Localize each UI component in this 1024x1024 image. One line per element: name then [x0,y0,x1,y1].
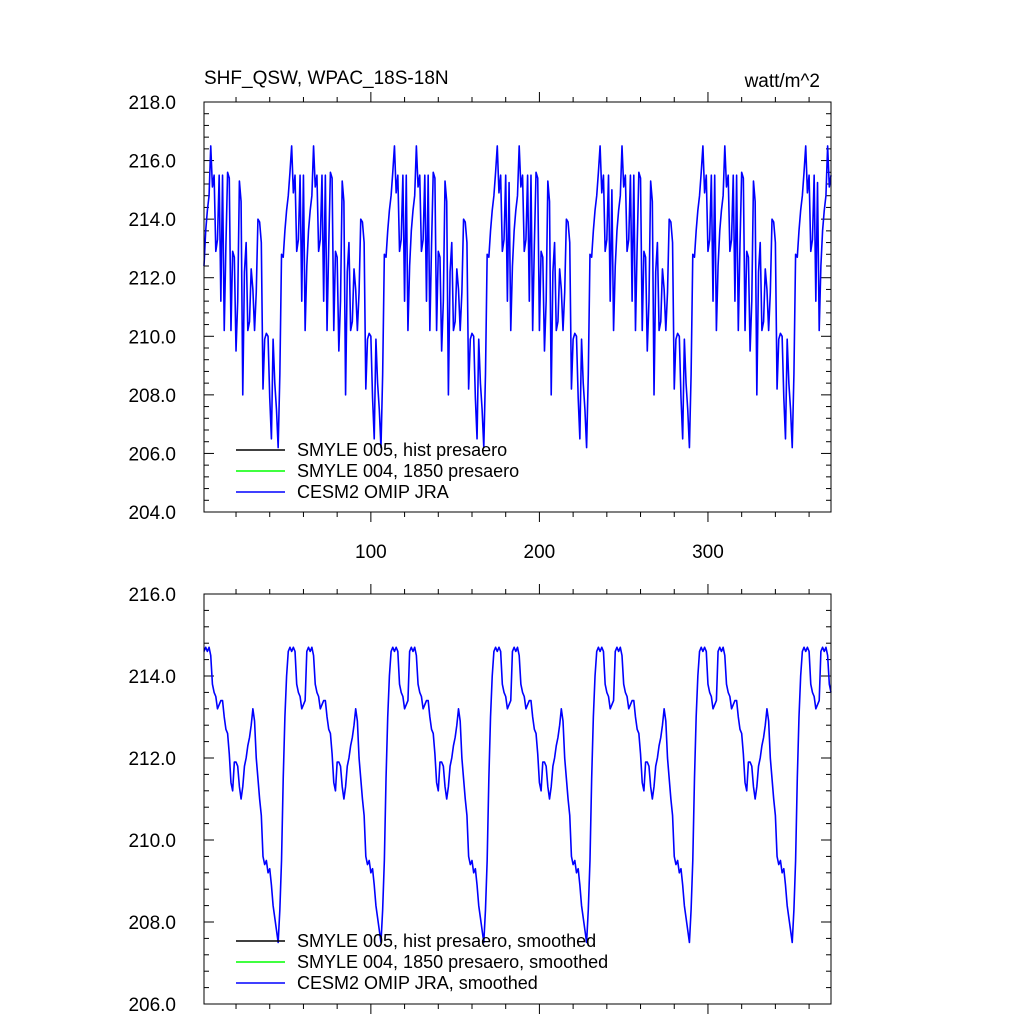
legend: SMYLE 005, hist presaero, smoothedSMYLE … [236,931,608,993]
series-line [203,646,832,944]
y-tick-label: 208.0 [128,386,176,407]
y-tick-label: 206.0 [128,444,176,465]
units-label: watt/m^2 [744,71,820,92]
series-lines [203,145,832,449]
y-tick-label: 214.0 [128,210,176,231]
series-lines [203,646,832,944]
x-tick-labels: 100 200 300 [355,542,724,563]
y-tick-label: 218.0 [128,93,176,114]
legend-label: CESM2 OMIP JRA, smoothed [297,973,538,993]
plot-frame [203,593,832,1005]
legend-label: SMYLE 004, 1850 presaero, smoothed [297,952,608,972]
y-tick-label: 206.0 [128,995,176,1016]
legend-label: SMYLE 005, hist presaero [297,440,507,460]
y-tick-label: 214.0 [128,667,176,688]
y-tick-label: 212.0 [128,269,176,290]
x-tick-label: 300 [692,542,724,563]
y-tick-labels: 204.0 206.0 208.0 210.0 212.0 214.0 216.0 218.0 [128,93,176,524]
y-tick-labels: 206.0 208.0 210.0 212.0 214.0 216.0 [128,585,176,1016]
legend-label: SMYLE 004, 1850 presaero [297,461,519,481]
x-tick-label: 200 [524,542,556,563]
y-tick-label: 208.0 [128,913,176,934]
panel-bottom: 206.0 208.0 210.0 212.0 214.0 216.0 SMYLE 005… [128,584,832,1016]
y-tick-label: 210.0 [128,831,176,852]
x-tick-label: 100 [355,542,387,563]
plot-frame [203,101,832,513]
legend-label: CESM2 OMIP JRA [297,482,449,502]
y-tick-label: 216.0 [128,585,176,606]
chart-title: SHF_QSW, WPAC_18S-18N [204,68,449,89]
legend-label: SMYLE 005, hist presaero, smoothed [297,931,596,951]
panel-top: SHF_QSW, WPAC_18S-18N watt/m^2 204.0 206.… [128,68,832,563]
y-tick-label: 204.0 [128,503,176,524]
axis-ticks [204,92,831,522]
series-line [203,145,832,449]
y-tick-label: 216.0 [128,152,176,173]
y-tick-label: 210.0 [128,327,176,348]
axis-ticks [204,584,831,1014]
y-tick-label: 212.0 [128,749,176,770]
